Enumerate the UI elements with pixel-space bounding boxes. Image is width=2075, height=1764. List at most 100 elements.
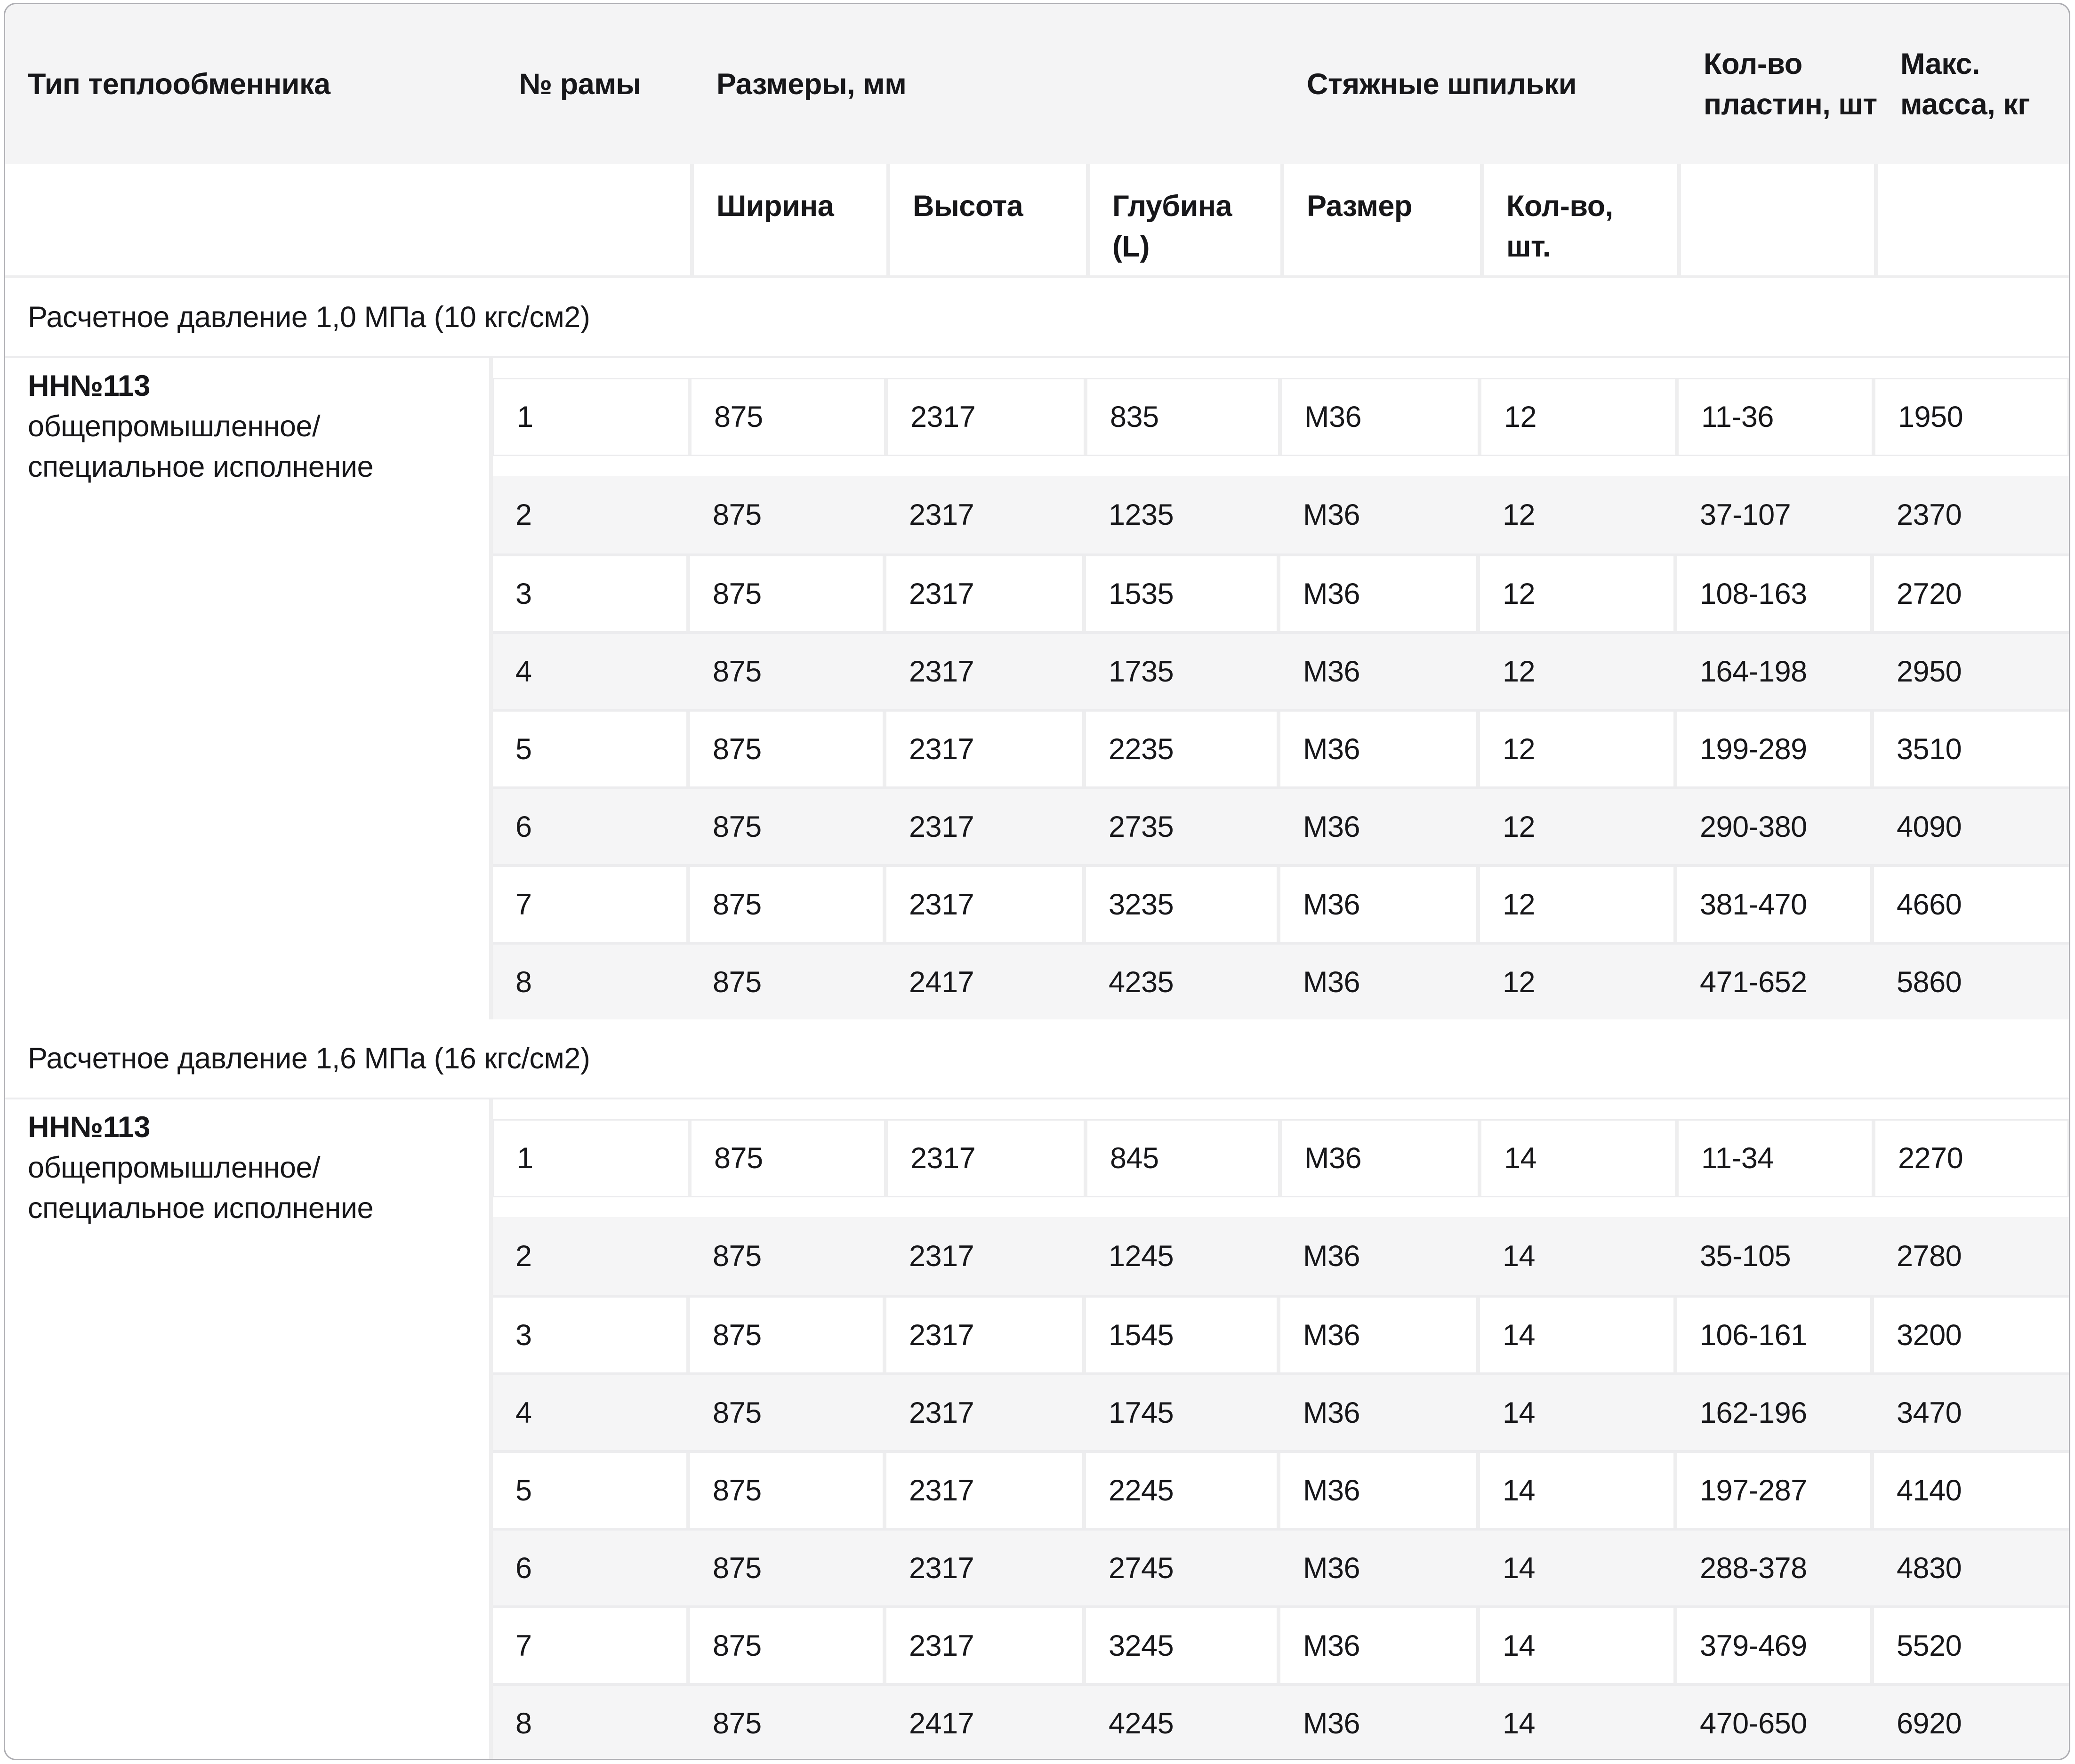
cell-plates-range: 197-287 <box>1677 1453 1870 1528</box>
section-title-row: Расчетное давление 1,6 МПа (16 кгс/см2) <box>5 1019 2069 1099</box>
cell-stud-size: М36 <box>1303 655 1360 688</box>
cell-depth: 835 <box>1087 379 1278 455</box>
cell-frame-no: 5 <box>493 712 686 786</box>
cell-height: 2317 <box>886 556 1082 631</box>
cell-depth: 4245 <box>1109 1707 1174 1740</box>
cell-max-mass: 3470 <box>1897 1396 1962 1429</box>
cell-plates-range: 471-652 <box>1700 965 1807 999</box>
cell-width: 875 <box>713 1239 762 1273</box>
cell-frame-no: 4 <box>515 1396 532 1429</box>
cell-stud-qty: 14 <box>1480 1298 1673 1372</box>
cell-max-mass: 4830 <box>1897 1551 1962 1585</box>
cell-height: 2317 <box>909 1239 974 1273</box>
cell-width: 875 <box>690 1608 883 1683</box>
table-row: 1 875 2317 835 М36 12 11-36 1950 <box>493 378 2069 456</box>
cell-height: 2317 <box>886 867 1082 942</box>
cell-frame-no: 6 <box>515 810 532 843</box>
exchanger-type-desc: специальное исполнение <box>28 1192 374 1225</box>
cell-stud-size: М36 <box>1303 1239 1360 1273</box>
cell-max-mass: 4090 <box>1897 810 1962 843</box>
cell-stud-qty: 14 <box>1503 1396 1536 1429</box>
cell-width: 875 <box>713 655 762 688</box>
cell-stud-qty: 12 <box>1480 867 1673 942</box>
cell-stud-qty: 12 <box>1480 712 1673 786</box>
cell-frame-no: 3 <box>493 556 686 631</box>
cell-height: 2317 <box>886 1298 1082 1372</box>
cell-height: 2317 <box>909 1551 974 1585</box>
cell-stud-size: М36 <box>1282 379 1478 455</box>
cell-stud-qty: 12 <box>1481 379 1675 455</box>
header-col-plates: Кол-во пластин, шт <box>1704 48 1877 121</box>
cell-max-mass: 4140 <box>1874 1453 2069 1528</box>
cell-stud-qty: 14 <box>1481 1121 1675 1196</box>
cell-depth: 1235 <box>1109 498 1174 531</box>
cell-height: 2417 <box>909 1707 974 1740</box>
cell-depth: 2745 <box>1109 1551 1174 1585</box>
cell-height: 2317 <box>909 498 974 531</box>
section-body: НН№113 общепромышленное/ специальное исп… <box>5 1099 2069 1759</box>
cell-stud-size: М36 <box>1303 498 1360 531</box>
cell-height: 2417 <box>909 965 974 999</box>
cell-width: 875 <box>713 810 762 843</box>
cell-plates-range: 11-36 <box>1679 379 1872 455</box>
cell-plates-range: 290-380 <box>1700 810 1807 843</box>
cell-max-mass: 3200 <box>1874 1298 2069 1372</box>
subheader-height: Высота <box>890 164 1086 275</box>
table-row: 4 875 2317 1735 М36 12 164-198 2950 <box>493 631 2069 709</box>
cell-frame-no: 8 <box>515 965 532 999</box>
table-row: 5 875 2317 2245 М36 14 197-287 4140 <box>493 1450 2069 1528</box>
cell-depth: 1545 <box>1086 1298 1277 1372</box>
cell-plates-range: 288-378 <box>1700 1551 1807 1585</box>
cell-depth: 3245 <box>1086 1608 1277 1683</box>
cell-frame-no: 4 <box>515 655 532 688</box>
cell-frame-no: 2 <box>515 498 532 531</box>
cell-depth: 2235 <box>1086 712 1277 786</box>
table-row: 8 875 2417 4245 М36 14 470-650 6920 <box>493 1683 2069 1759</box>
subheader-empty <box>1681 164 1874 275</box>
cell-stud-size: М36 <box>1282 1121 1478 1196</box>
cell-width: 875 <box>713 1551 762 1585</box>
table-row: 7 875 2317 3235 М36 12 381-470 4660 <box>493 864 2069 942</box>
cell-frame-no: 7 <box>493 867 686 942</box>
cell-stud-qty: 14 <box>1480 1608 1673 1683</box>
cell-depth: 845 <box>1087 1121 1278 1196</box>
cell-width: 875 <box>690 712 883 786</box>
cell-stud-size: М36 <box>1280 1453 1476 1528</box>
cell-stud-qty: 12 <box>1503 655 1536 688</box>
cell-stud-qty: 14 <box>1503 1239 1536 1273</box>
table-row: 8 875 2417 4235 М36 12 471-652 5860 <box>493 942 2069 1019</box>
subheader-depth: Глубина (L) <box>1090 164 1280 275</box>
cell-width: 875 <box>690 1298 883 1372</box>
cell-height: 2317 <box>888 379 1084 455</box>
cell-stud-size: М36 <box>1303 1707 1360 1740</box>
cell-depth: 1535 <box>1086 556 1277 631</box>
cell-stud-size: М36 <box>1303 810 1360 843</box>
cell-width: 875 <box>713 1707 762 1740</box>
cell-stud-qty: 12 <box>1503 965 1536 999</box>
cell-width: 875 <box>713 498 762 531</box>
spec-table: Тип теплообменника № рамы Размеры, мм Ст… <box>4 3 2070 1760</box>
cell-plates-range: 381-470 <box>1677 867 1870 942</box>
cell-height: 2317 <box>886 712 1082 786</box>
cell-width: 875 <box>690 867 883 942</box>
exchanger-type-name: НН№113 <box>28 1111 150 1144</box>
cell-max-mass: 6920 <box>1897 1707 1962 1740</box>
cell-stud-qty: 12 <box>1503 810 1536 843</box>
cell-depth: 4235 <box>1109 965 1174 999</box>
header-col-mass: Макс. масса, кг <box>1900 48 2030 121</box>
cell-stud-size: М36 <box>1303 1396 1360 1429</box>
table-row: 2 875 2317 1235 М36 12 37-107 2370 <box>493 476 2069 553</box>
header-col-dimensions: Размеры, мм <box>716 68 907 101</box>
cell-frame-no: 5 <box>493 1453 686 1528</box>
header-col-frame: № рамы <box>519 68 641 101</box>
table-row: 4 875 2317 1745 М36 14 162-196 3470 <box>493 1372 2069 1450</box>
pressure-section: Расчетное давление 1,0 МПа (10 кгс/см2) … <box>5 278 2069 1019</box>
table-row: 2 875 2317 1245 М36 14 35-105 2780 <box>493 1217 2069 1295</box>
header-col-type: Тип теплообменника <box>28 68 330 101</box>
cell-height: 2317 <box>888 1121 1084 1196</box>
section-rows: 1 875 2317 835 М36 12 11-36 1950 2 875 2… <box>493 358 2069 1019</box>
cell-stud-size: М36 <box>1303 965 1360 999</box>
cell-height: 2317 <box>886 1608 1082 1683</box>
table-sections: Расчетное давление 1,0 МПа (10 кгс/см2) … <box>5 278 2069 1759</box>
cell-max-mass: 2270 <box>1875 1121 2067 1196</box>
